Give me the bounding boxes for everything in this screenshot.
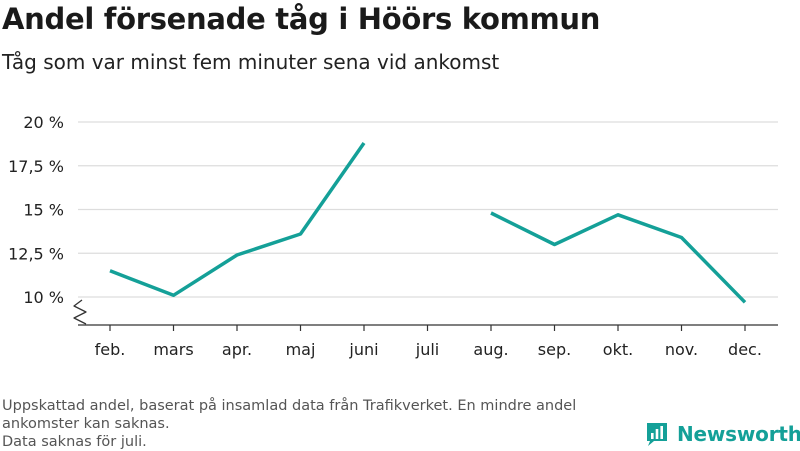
x-tick-label: apr.	[222, 340, 252, 359]
footnote: Uppskattad andel, baserat på insamlad da…	[2, 397, 632, 451]
x-tick-label: nov.	[665, 340, 698, 359]
x-tick-label: mars	[153, 340, 193, 359]
footnote-line: ankomster kan saknas.	[2, 416, 170, 432]
y-tick-label: 17,5 %	[8, 157, 64, 176]
brand-name: Newsworthy	[677, 422, 800, 446]
series-line	[109, 141, 366, 298]
x-tick-label: dec.	[728, 340, 762, 359]
x-tick-label: aug.	[473, 340, 508, 359]
x-axis	[73, 299, 778, 331]
footnote-line: Uppskattad andel, baserat på insamlad da…	[2, 398, 577, 414]
grid-lines	[78, 121, 778, 298]
x-tick-label: maj	[286, 340, 316, 359]
series-line	[490, 211, 747, 304]
x-tick-label: juli	[415, 340, 439, 359]
y-tick-label: 15 %	[23, 201, 64, 220]
x-tick-label: feb.	[95, 340, 126, 359]
brand: Newsworthy	[645, 420, 800, 448]
y-axis-labels: 10 % 12,5 % 15 % 17,5 % 20 %	[8, 113, 64, 307]
chart-subtitle: Tåg som var minst fem minuter sena vid a…	[2, 50, 500, 74]
x-tick-label: sep.	[538, 340, 571, 359]
y-tick-label: 12,5 %	[8, 244, 64, 263]
y-tick-label: 10 %	[23, 288, 64, 307]
chart-title: Andel försenade tåg i Höörs kommun	[2, 2, 601, 36]
axis-break-mark	[73, 299, 87, 325]
line-chart: 10 % 12,5 % 15 % 17,5 % 20 % feb. mars apr. maj…	[8, 113, 778, 359]
x-tick-label: okt.	[603, 340, 633, 359]
x-axis-labels: feb. mars apr. maj juni juli aug. sep. okt. nov. d…	[95, 340, 762, 359]
footnote-line: Data saknas för juli.	[2, 434, 147, 450]
y-tick-label: 20 %	[23, 113, 64, 132]
series-lines	[109, 141, 747, 304]
newsworthy-logo-icon	[647, 423, 667, 446]
x-tick-label: juni	[348, 340, 378, 359]
